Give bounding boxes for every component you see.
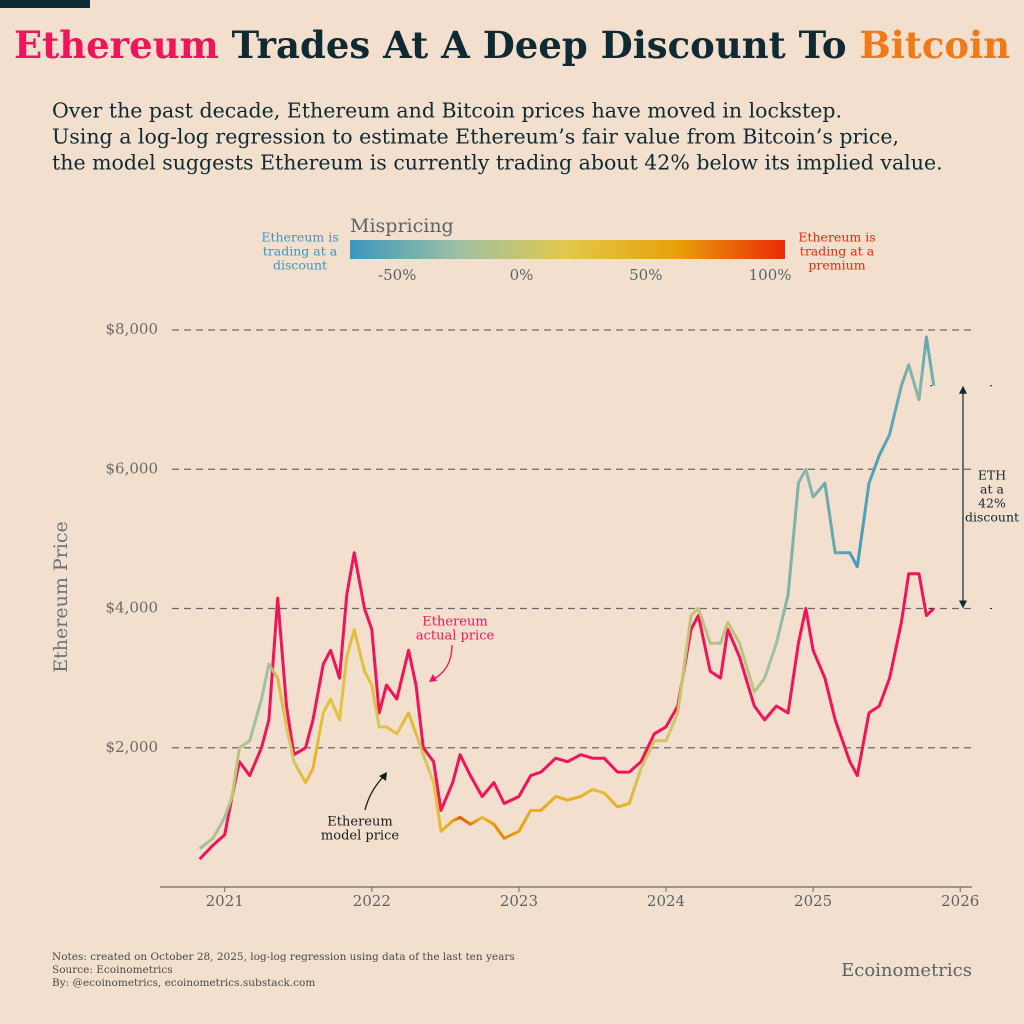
x-tick-label: 2021: [206, 892, 244, 910]
annotation-discount: ETH: [978, 468, 1006, 483]
colorbar: [350, 240, 785, 259]
arrow-head: [959, 600, 967, 609]
x-tick-label: 2025: [794, 892, 832, 910]
colorbar-tick-label: -50%: [378, 266, 416, 284]
x-tick-label: 2022: [353, 892, 391, 910]
colorbar-right-label: trading at a: [800, 244, 875, 259]
annotation-discount: discount: [965, 510, 1019, 525]
x-tick-label: 2026: [941, 892, 979, 910]
note-line: By: @ecoinometrics, ecoinometrics.substa…: [52, 977, 315, 989]
y-axis-label: Ethereum Price: [50, 521, 72, 672]
x-tick-label: 2023: [500, 892, 538, 910]
annotation-actual: Ethereum: [422, 615, 487, 630]
price-line: [198, 551, 935, 861]
subtitle-line: Using a log-log regression to estimate E…: [52, 125, 899, 149]
annotation-discount: 42%: [978, 496, 1006, 511]
note-line: Source: Ecoinometrics: [52, 964, 173, 976]
annotation-discount: at a: [980, 482, 1004, 497]
annotation-model: Ethereum: [327, 815, 392, 830]
price-line: [198, 335, 936, 850]
y-tick-label: $8,000: [106, 320, 159, 338]
annotation-actual: actual price: [416, 629, 495, 644]
colorbar-tick-label: 100%: [749, 266, 792, 284]
x-tick-label: 2024: [647, 892, 685, 910]
title-part: Ethereum: [14, 23, 219, 67]
arrow-head: [959, 385, 967, 394]
title-part: Bitcoin: [859, 23, 1010, 67]
colorbar-left-label: Ethereum is: [261, 230, 338, 245]
arrow-head: [379, 772, 387, 781]
colorbar-tick-label: 0%: [510, 266, 534, 284]
title-part: Trades At A Deep Discount To: [219, 23, 860, 67]
y-tick-label: $2,000: [106, 738, 159, 756]
colorbar-left-label: discount: [273, 258, 327, 273]
annotation-model: model price: [321, 829, 399, 844]
arrow-head: [429, 674, 437, 682]
subtitle-line: the model suggests Ethereum is currently…: [52, 151, 943, 175]
chart-title: Ethereum Trades At A Deep Discount To Bi…: [14, 23, 1010, 67]
y-tick-label: $6,000: [106, 459, 159, 477]
brand: Ecoinometrics: [841, 960, 972, 981]
colorbar-right-label: premium: [808, 258, 865, 273]
note-line: Notes: created on October 28, 2025, log-…: [52, 951, 515, 963]
colorbar-right-label: Ethereum is: [798, 230, 875, 245]
colorbar-left-label: trading at a: [263, 244, 338, 259]
colorbar-tick-label: 50%: [629, 266, 662, 284]
corner-bar: [0, 0, 90, 8]
y-tick-label: $4,000: [106, 599, 159, 617]
subtitle-line: Over the past decade, Ethereum and Bitco…: [52, 99, 842, 123]
colorbar-title: Mispricing: [350, 215, 454, 237]
